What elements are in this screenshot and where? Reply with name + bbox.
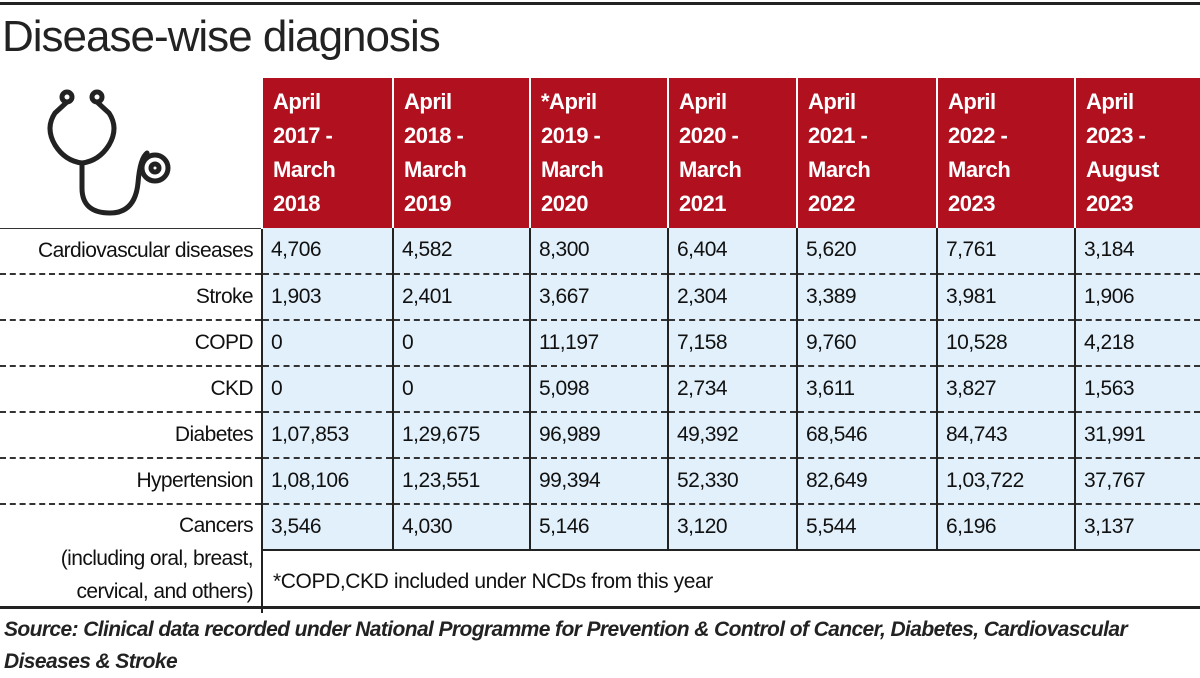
- table-cell: 6,196: [936, 502, 1075, 550]
- table-row: Cardiovascular diseases 4,706 4,582 8,300 6,…: [0, 228, 1200, 274]
- table-cell: 4,030: [392, 502, 530, 550]
- column-header: April 2017 - March 2018: [261, 78, 393, 228]
- table-cell: 2,304: [667, 272, 797, 320]
- table-cell: 1,906: [1074, 272, 1200, 320]
- table-cell: 99,394: [529, 456, 668, 504]
- table-cell: 3,546: [261, 502, 393, 550]
- table-cell: 3,184: [1074, 228, 1200, 274]
- row-label: COPD: [0, 318, 263, 366]
- table-cell: 10,528: [936, 318, 1075, 366]
- table-cell: 82,649: [796, 456, 937, 504]
- table-cell: 3,827: [936, 364, 1075, 412]
- table-cell: 3,981: [936, 272, 1075, 320]
- table-row: COPD 0 0 11,197 7,158 9,760 10,528 4,218: [0, 318, 1200, 366]
- table-cell: 1,903: [261, 272, 393, 320]
- table-cell: 0: [261, 364, 393, 412]
- table-cell: 5,620: [796, 228, 937, 274]
- table-row: CKD 0 0 5,098 2,734 3,611 3,827 1,563: [0, 364, 1200, 412]
- table-cell: 84,743: [936, 410, 1075, 458]
- icon-cell: [0, 78, 262, 229]
- row-label: Hypertension: [0, 456, 263, 504]
- table-cell: 1,03,722: [936, 456, 1075, 504]
- table-cell: 1,563: [1074, 364, 1200, 412]
- row-label: Cardiovascular diseases: [0, 228, 263, 274]
- table-cell: 2,401: [392, 272, 530, 320]
- table-row: Hypertension 1,08,106 1,23,551 99,394 52,330…: [0, 456, 1200, 504]
- column-header: April 2021 - March 2022: [796, 78, 937, 228]
- table-cell: 37,767: [1074, 456, 1200, 504]
- table-cell: 2,734: [667, 364, 797, 412]
- stethoscope-icon: [47, 89, 171, 216]
- page-title: Disease-wise diagnosis: [2, 12, 441, 61]
- source-note: Source: Clinical data recorded under Nat…: [4, 618, 1128, 673]
- column-header: April 2020 - March 2021: [667, 78, 797, 228]
- table-cell: 3,611: [796, 364, 937, 412]
- table-cell: 4,706: [261, 228, 393, 274]
- table-cell: 0: [392, 318, 530, 366]
- table-cell: 1,08,106: [261, 456, 393, 504]
- table-cell: 6,404: [667, 228, 797, 274]
- table-cell: 5,098: [529, 364, 668, 412]
- table-cell: 0: [392, 364, 530, 412]
- table-cell: 52,330: [667, 456, 797, 504]
- table-cell: 7,158: [667, 318, 797, 366]
- table-cell: 9,760: [796, 318, 937, 366]
- column-header: April 2022 - March 2023: [936, 78, 1075, 228]
- table-cell: 49,392: [667, 410, 797, 458]
- diagnosis-table: April 2017 - March 2018 April 2018 - Marc…: [0, 78, 1200, 613]
- table-cell: 3,137: [1074, 502, 1200, 550]
- header-row: April 2017 - March 2018 April 2018 - Marc…: [0, 78, 1200, 229]
- row-label: CKD: [0, 364, 263, 412]
- table-row: Cancers (including oral, breast, cervica…: [0, 502, 1200, 613]
- table-cell: 1,07,853: [261, 410, 393, 458]
- table-cell: 3,667: [529, 272, 668, 320]
- table-cell: 4,218: [1074, 318, 1200, 366]
- table-cell: 3,389: [796, 272, 937, 320]
- table-cell: 4,582: [392, 228, 530, 274]
- row-label: Cancers (including oral, breast, cervica…: [0, 502, 263, 613]
- table-cell: 96,989: [529, 410, 668, 458]
- footnote-row: *COPD,CKD included under NCDs from this …: [0, 548, 1200, 613]
- column-header: April 2023 - August 2023: [1074, 78, 1200, 228]
- footnote: *COPD,CKD included under NCDs from this …: [261, 548, 1200, 613]
- table-cell: 5,146: [529, 502, 668, 550]
- table-cell: 0: [261, 318, 393, 366]
- table-cell: 3,120: [667, 502, 797, 550]
- table-cell: 68,546: [796, 410, 937, 458]
- table-cell: 7,761: [936, 228, 1075, 274]
- table-cell: 8,300: [529, 228, 668, 274]
- table-cell: 5,544: [796, 502, 937, 550]
- column-header: April 2018 - March 2019: [392, 78, 530, 228]
- table-row: Diabetes 1,07,853 1,29,675 96,989 49,392 68,5…: [0, 410, 1200, 458]
- table-cell: 31,991: [1074, 410, 1200, 458]
- top-rule: [0, 2, 1200, 5]
- table-cell: 11,197: [529, 318, 668, 366]
- column-header: *April 2019 - March 2020: [529, 78, 668, 228]
- table-row: Stroke 1,903 2,401 3,667 2,304 3,389 3,981 1,90…: [0, 272, 1200, 320]
- bottom-rule: [0, 606, 1200, 609]
- table-cell: 1,29,675: [392, 410, 530, 458]
- row-label: Stroke: [0, 272, 263, 320]
- row-label: Diabetes: [0, 410, 263, 458]
- table-cell: 1,23,551: [392, 456, 530, 504]
